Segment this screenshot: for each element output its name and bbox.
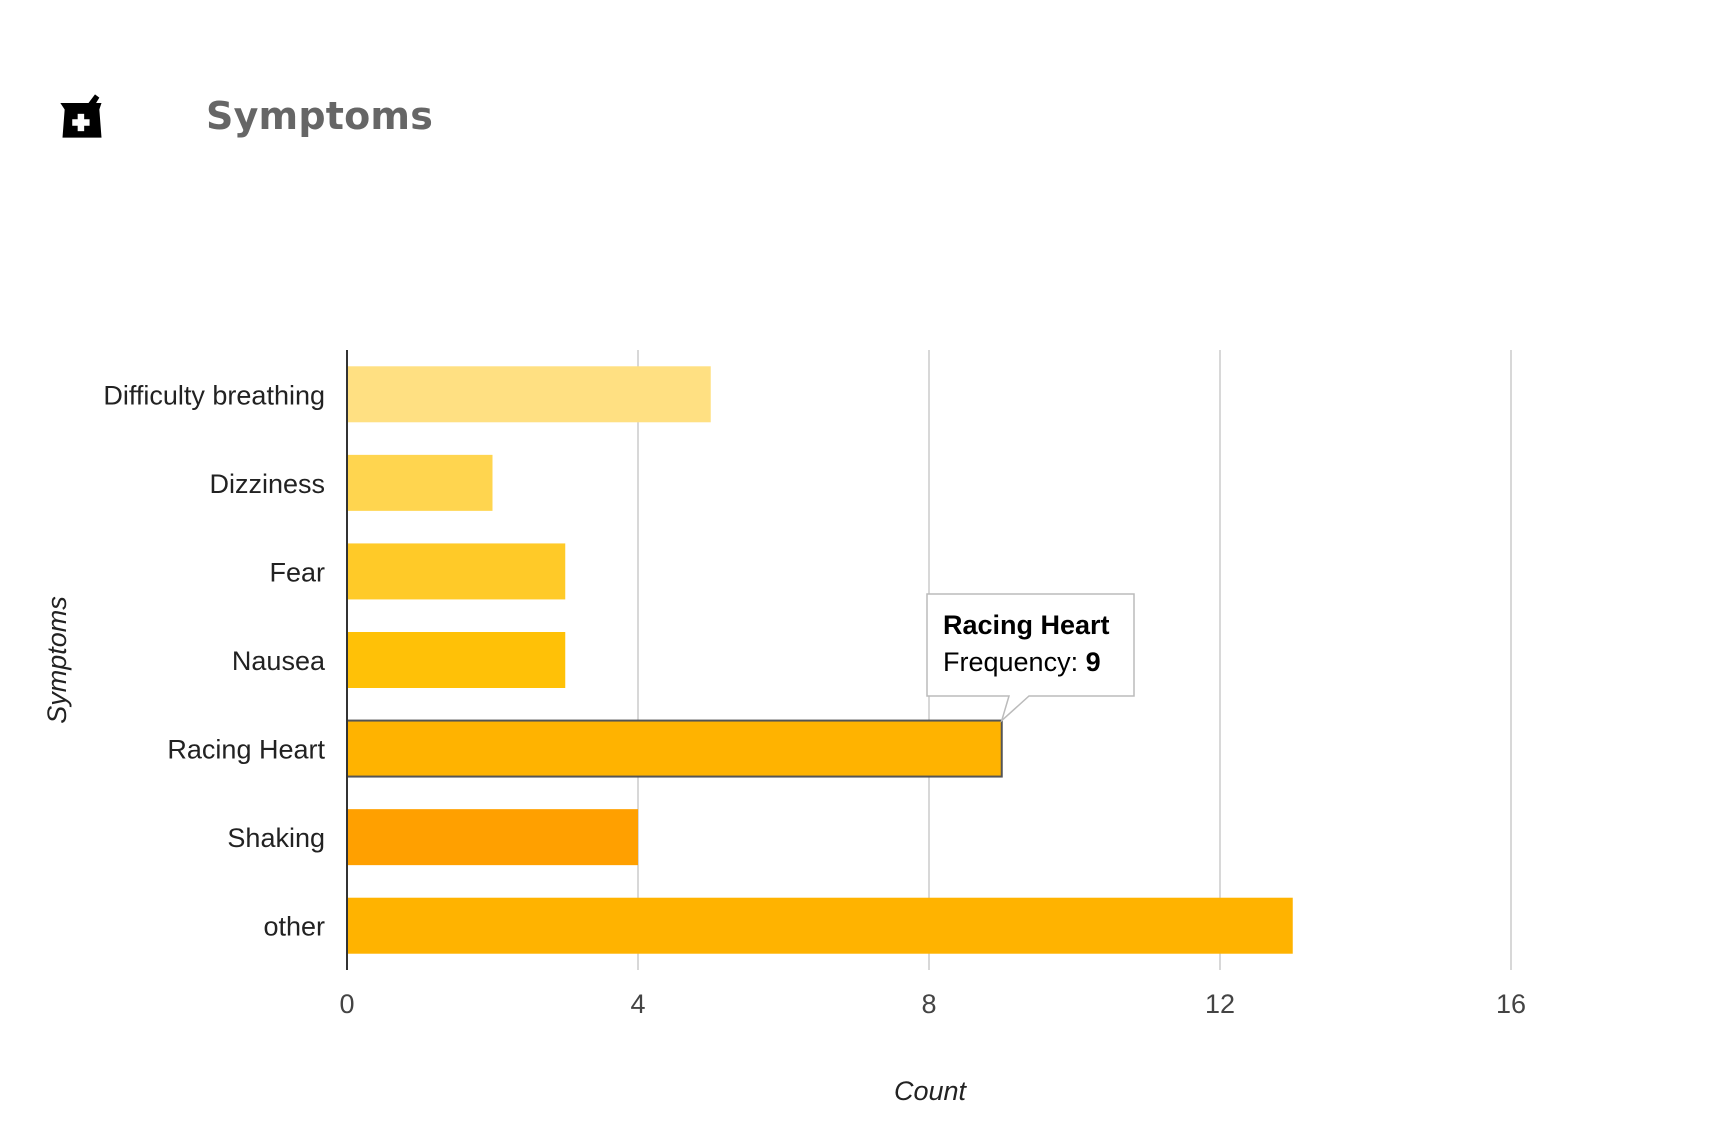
- y-axis-title: Symptoms: [42, 596, 72, 724]
- y-category-label: Dizziness: [209, 469, 325, 499]
- chart-title: Symptoms: [206, 94, 434, 138]
- bar: [347, 897, 1293, 954]
- x-tick-label: 0: [339, 989, 354, 1019]
- y-category-label: other: [263, 912, 325, 942]
- y-category-label: Fear: [269, 557, 325, 587]
- bar: [347, 543, 566, 600]
- pharmacy-icon: [60, 94, 102, 138]
- y-category-label: Racing Heart: [167, 735, 325, 765]
- x-axis-title: Count: [894, 1076, 968, 1106]
- y-category-label: Nausea: [232, 646, 326, 676]
- x-tick-label: 16: [1496, 989, 1526, 1019]
- bar: [347, 632, 566, 688]
- x-tick-label: 12: [1205, 989, 1235, 1019]
- chart-header: Symptoms: [56, 86, 433, 146]
- tooltip-value: Frequency: 9: [943, 647, 1101, 677]
- tooltip-box: [926, 593, 1135, 723]
- y-category-label: Shaking: [227, 823, 325, 853]
- bar: [347, 366, 711, 423]
- bar: [347, 454, 493, 511]
- x-tick-label: 4: [630, 989, 645, 1019]
- tooltip-value-label: Frequency:: [943, 647, 1086, 677]
- y-category-label: Difficulty breathing: [103, 380, 325, 410]
- x-tick-label: 8: [921, 989, 936, 1019]
- tooltip-title: Racing Heart: [943, 610, 1110, 640]
- bar: [347, 809, 638, 866]
- bar: [346, 719, 1003, 778]
- tooltip-value-number: 9: [1086, 647, 1101, 677]
